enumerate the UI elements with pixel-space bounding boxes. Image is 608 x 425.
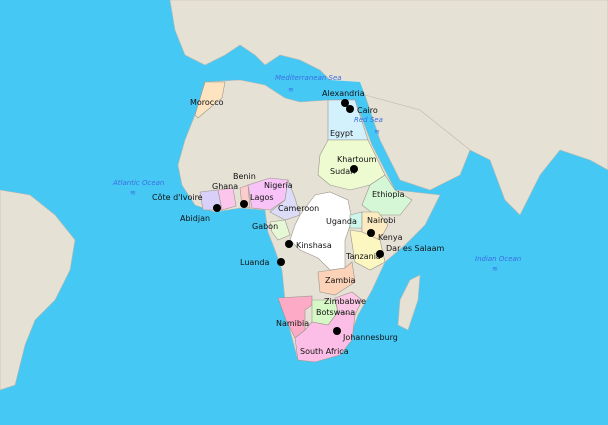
country-label: Sudan (330, 167, 355, 176)
svg-text:Dar es Salaam: Dar es Salaam (386, 244, 445, 253)
country-label: Morocco (190, 98, 224, 107)
country-sudan[interactable] (317, 139, 386, 191)
sea-label: Red Sea (354, 116, 383, 124)
country-gabon[interactable] (269, 219, 291, 241)
country-south-africa[interactable] (294, 311, 356, 363)
country-label: Ghana (212, 182, 238, 191)
country-ethiopia[interactable] (361, 174, 413, 216)
arabia-land (364, 94, 471, 191)
red-sea-water (355, 100, 425, 200)
country-label: Ethiopia (372, 190, 405, 199)
country-label: Egypt (330, 129, 353, 138)
mediterranean-water (205, 62, 365, 100)
country-label: Côte d'Ivoire (152, 192, 203, 202)
city-abidjan[interactable]: Abidjan (180, 204, 221, 223)
water-icon: ≋ (130, 189, 136, 197)
country-label: Kenya (378, 233, 403, 242)
city-khartoum[interactable]: Khartoum (337, 155, 377, 173)
svg-text:Lagos: Lagos (250, 193, 274, 202)
sea-label: Atlantic Ocean (112, 179, 164, 187)
svg-text:Alexandria: Alexandria (322, 89, 365, 98)
country-tanzania[interactable] (349, 229, 386, 271)
city-nairobi[interactable]: Nairobi (367, 216, 395, 237)
country-label: Botswana (316, 308, 355, 317)
svg-text:Luanda: Luanda (240, 258, 269, 267)
country-label: Zimbabwe (324, 297, 366, 306)
country-zambia[interactable] (317, 261, 356, 296)
city-lagos[interactable]: Lagos (240, 193, 274, 208)
country-label: Namibia (276, 319, 309, 328)
svg-text:Johannesburg: Johannesburg (342, 333, 398, 342)
sea-label: Indian Ocean (475, 255, 521, 263)
country-label: Benin (233, 172, 256, 181)
country-label: Nigeria (264, 181, 293, 190)
svg-text:Kinshasa: Kinshasa (296, 241, 332, 250)
country-label: Cameroon (278, 204, 319, 213)
svg-text:Abidjan: Abidjan (180, 214, 210, 223)
south-america-land (0, 189, 76, 391)
water-icon: ≋ (288, 86, 294, 94)
svg-text:Nairobi: Nairobi (367, 216, 395, 225)
country-namibia[interactable] (277, 295, 313, 339)
svg-text:Cairo: Cairo (357, 106, 378, 115)
city-johannesburg[interactable]: Johannesburg (333, 327, 398, 342)
svg-text:Khartoum: Khartoum (337, 155, 377, 164)
country-label: South Africa (300, 347, 349, 356)
city-luanda[interactable]: Luanda (240, 258, 285, 267)
city-kinshasa[interactable]: Kinshasa (285, 240, 332, 250)
city-dar-es-salaam[interactable]: Dar es Salaam (376, 244, 445, 258)
city-cairo[interactable]: Cairo (346, 105, 378, 115)
country-label: Uganda (326, 217, 357, 226)
country-ghana[interactable] (217, 187, 237, 211)
country-label: Tanzania (345, 252, 381, 261)
city-alexandria[interactable]: Alexandria (322, 89, 365, 107)
madagascar-land (397, 274, 421, 331)
water-icon: ≋ (492, 265, 498, 273)
country-label: Zambia (325, 276, 355, 285)
country-label: Gabon (252, 222, 278, 231)
sea-label: Mediterranean Sea (275, 74, 342, 82)
country-morocco[interactable] (194, 81, 226, 119)
water-icon: ≋ (374, 128, 380, 136)
